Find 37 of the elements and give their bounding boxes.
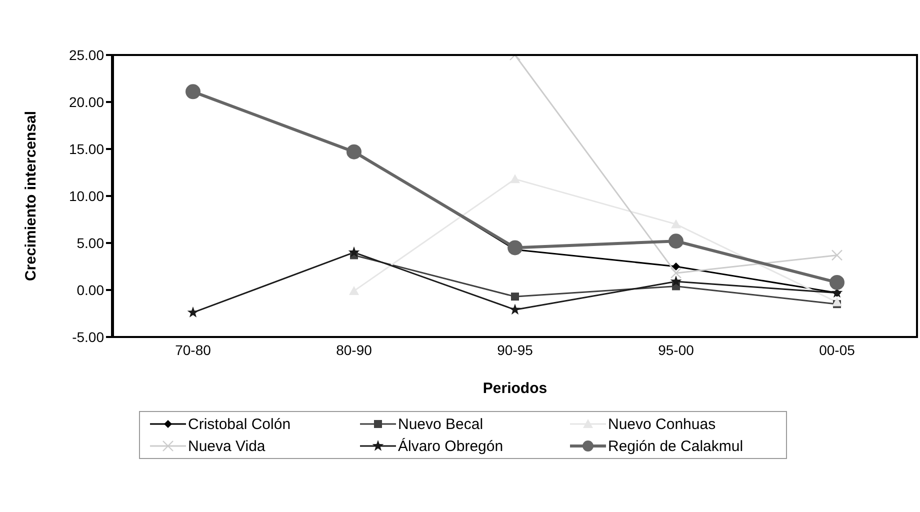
point <box>668 234 684 249</box>
y-tick-label: 5.00 <box>76 234 104 251</box>
point <box>187 306 199 318</box>
point <box>832 297 842 306</box>
point <box>510 174 520 184</box>
y-tick-label: 25.00 <box>68 46 104 63</box>
y-tick-label: 0.00 <box>76 282 104 298</box>
y-tick-label: 20.00 <box>68 94 104 110</box>
point <box>346 144 362 160</box>
point <box>348 246 360 258</box>
legend-label: Nueva Vida <box>188 438 266 454</box>
x-tick-label: 00-05 <box>819 342 856 358</box>
point <box>349 286 359 295</box>
point <box>831 250 843 261</box>
point <box>186 84 200 100</box>
x-axis-title: Periodos <box>482 380 548 397</box>
point <box>509 304 521 315</box>
point <box>672 262 680 270</box>
point <box>830 274 844 290</box>
y-tick-label: 15.00 <box>68 140 104 157</box>
point <box>511 292 519 301</box>
x-tick-label: 80-90 <box>336 342 372 358</box>
x-tick-label: 90-95 <box>497 342 534 358</box>
legend-label: Álvaro Obregón <box>398 438 504 454</box>
legend-label: Nuevo Becal <box>398 416 484 432</box>
legend-label: Región de Calakmul <box>608 438 744 454</box>
y-axis-title: Crecimiento intercensal <box>22 110 40 282</box>
point <box>508 240 522 256</box>
x-tick-label: 70-80 <box>175 342 212 358</box>
point <box>670 276 682 286</box>
legend-label: Cristobal Colón <box>188 416 291 432</box>
point <box>670 267 682 279</box>
point <box>671 219 681 228</box>
y-tick-label: 10.00 <box>68 188 104 204</box>
y-tick-label: -5.00 <box>72 328 104 345</box>
legend-label: Nuevo Conhuas <box>608 416 716 432</box>
x-tick-label: 95-00 <box>658 342 694 358</box>
